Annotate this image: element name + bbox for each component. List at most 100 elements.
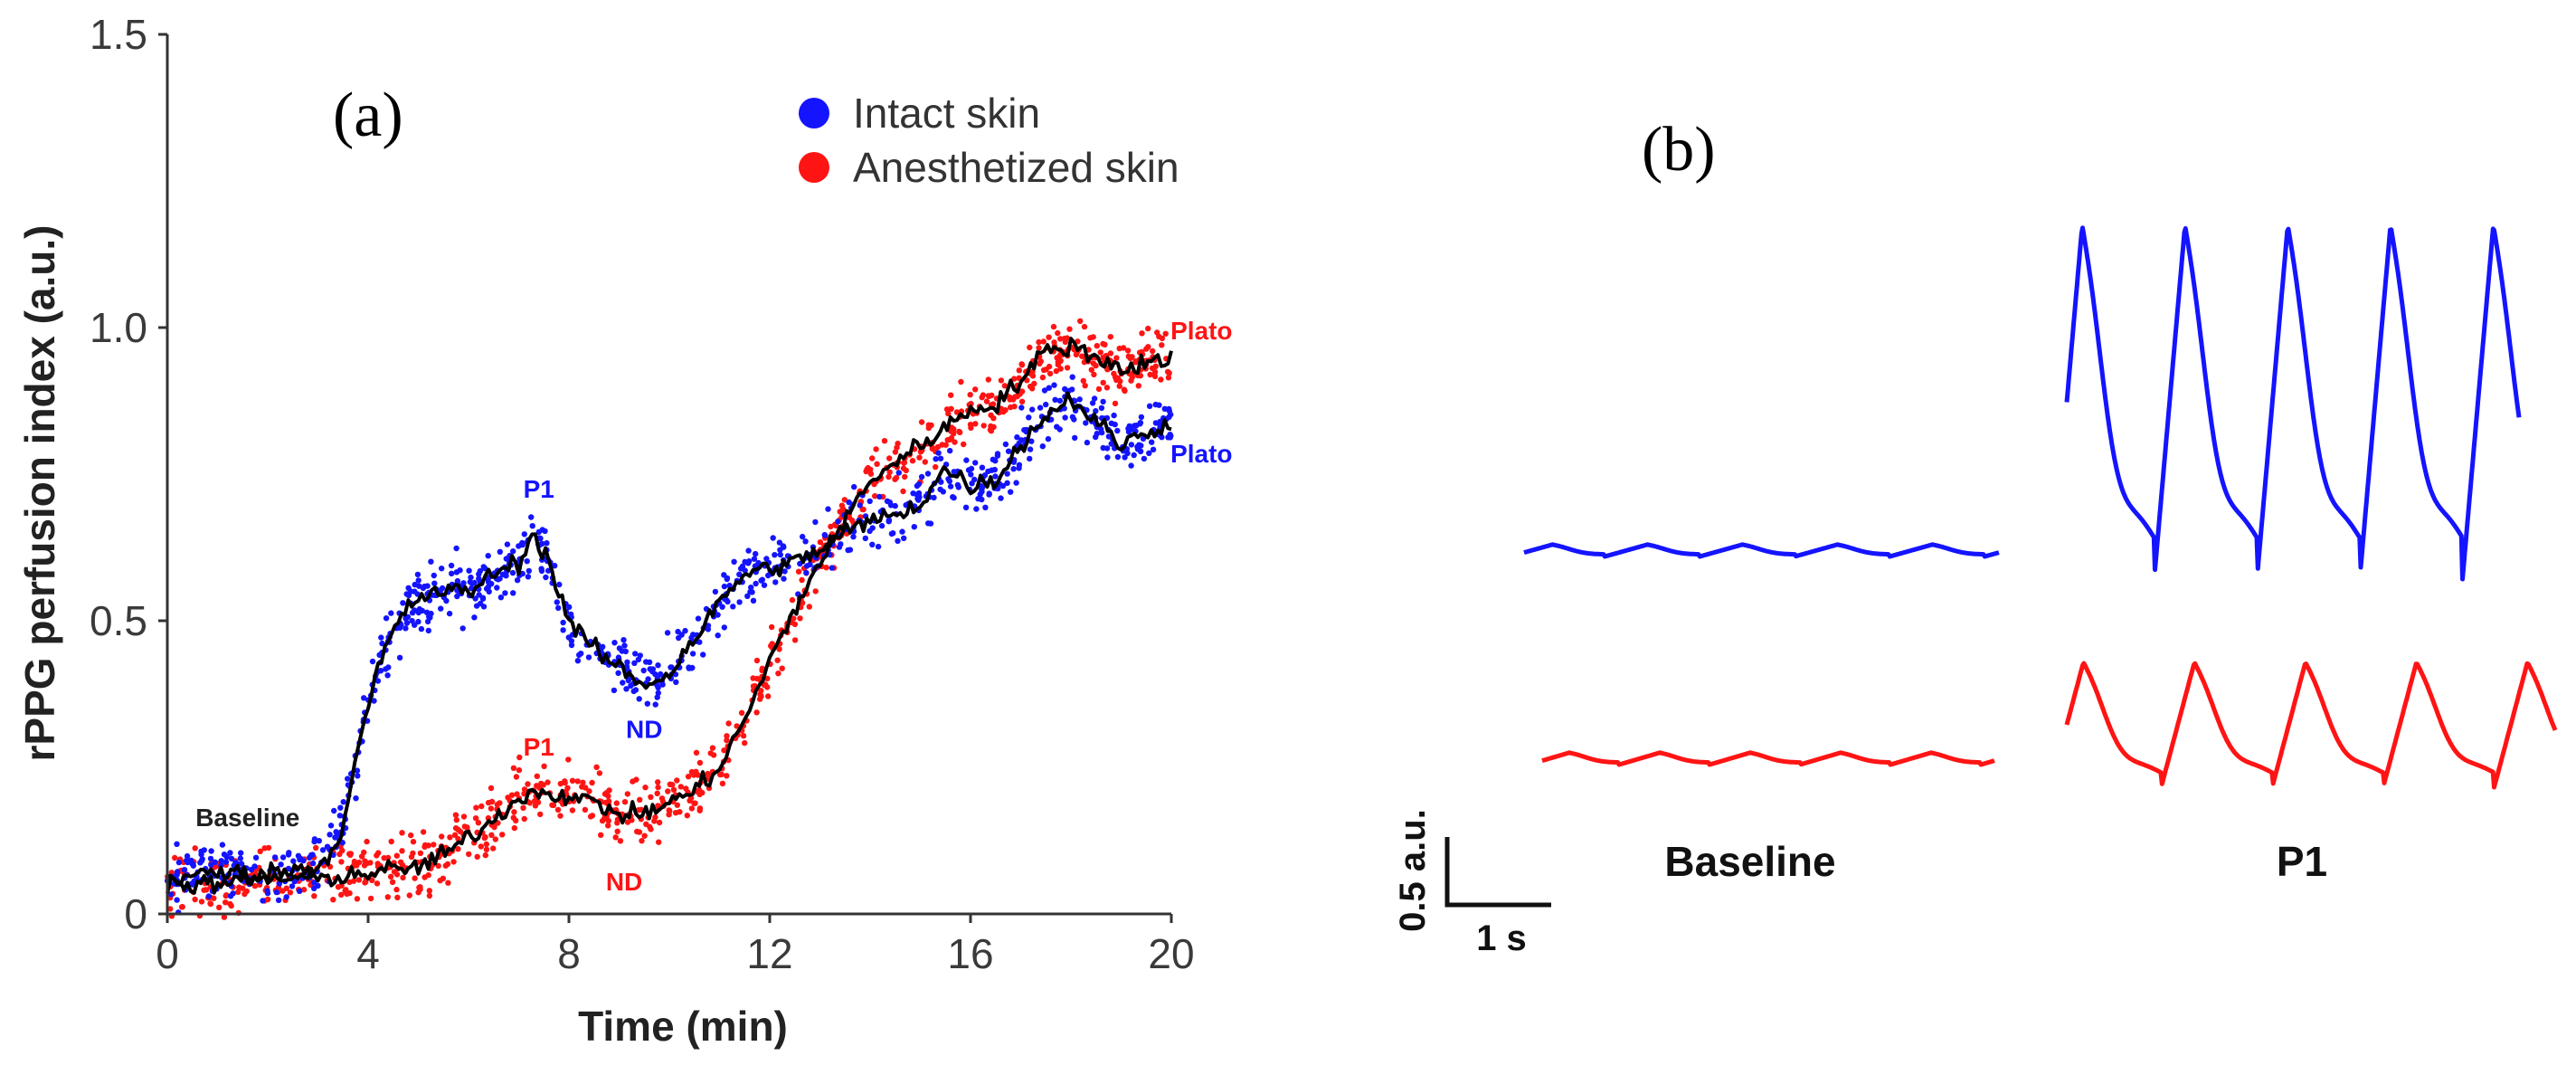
data-point [807, 561, 813, 567]
data-point [632, 687, 639, 693]
data-point [476, 571, 482, 577]
data-point [931, 494, 937, 501]
data-point [998, 495, 1004, 501]
data-point [1002, 441, 1009, 448]
data-point [719, 604, 725, 610]
data-point [669, 782, 676, 788]
data-point [635, 656, 642, 662]
data-point [369, 877, 375, 884]
data-point [560, 627, 566, 633]
data-point [1111, 412, 1117, 419]
data-point [557, 780, 564, 787]
data-point [423, 609, 431, 615]
data-point [167, 906, 174, 912]
data-point [946, 478, 953, 484]
data-point [664, 630, 671, 636]
data-point [490, 845, 497, 851]
data-point [911, 524, 917, 530]
data-point [1027, 455, 1033, 462]
data-point [414, 571, 421, 578]
data-point [569, 777, 576, 784]
panel-a: 0 4 8 12 16 20 0 0.5 1.0 1.5 Time (min) rPPG perf… [16, 11, 1233, 1050]
data-point [534, 773, 540, 779]
data-point [631, 660, 638, 666]
panel-b: (b) 0.5 a.u. 1 s Baseline P1 [1393, 115, 2558, 958]
x-tick-label: 8 [557, 930, 581, 977]
data-point [1004, 480, 1010, 486]
data-point [446, 610, 453, 617]
data-point [473, 804, 479, 811]
data-point [812, 588, 819, 595]
data-point [1137, 448, 1144, 454]
data-point [223, 899, 229, 906]
data-point [521, 791, 527, 797]
trend-line-anesthetized [166, 337, 1173, 895]
data-point [311, 880, 317, 886]
panel-label-a: (a) [333, 81, 403, 150]
data-point [723, 596, 730, 604]
data-point [982, 504, 989, 510]
x-tick-label: 16 [947, 930, 993, 977]
trace-baseline-anesthetized [1540, 750, 1996, 767]
data-point [616, 645, 623, 652]
data-point [1161, 405, 1169, 412]
data-point [431, 580, 438, 586]
data-point [781, 576, 787, 582]
data-point [721, 583, 728, 590]
data-point [927, 520, 934, 527]
data-point [1167, 434, 1174, 441]
data-point [1138, 414, 1145, 421]
data-point [789, 596, 796, 604]
data-point [1055, 329, 1061, 337]
data-point [201, 887, 207, 893]
data-point [951, 494, 957, 501]
data-point [420, 829, 427, 835]
data-point [497, 800, 503, 806]
data-point [777, 547, 783, 553]
data-point [1108, 441, 1114, 447]
scale-bar-lines [1444, 837, 1551, 908]
data-point [400, 874, 406, 881]
annotation-label: Plato [1170, 440, 1232, 468]
data-point [770, 535, 776, 541]
data-point [725, 720, 732, 727]
data-point [466, 851, 472, 858]
data-point [624, 791, 630, 797]
data-point [742, 567, 748, 574]
data-point [223, 892, 230, 899]
data-point [614, 828, 620, 834]
data-point [1057, 357, 1064, 364]
data-point [1053, 367, 1060, 375]
data-point [865, 464, 871, 471]
data-point [297, 888, 303, 894]
data-point [1091, 371, 1097, 378]
data-point [909, 458, 916, 464]
data-point [383, 615, 390, 622]
data-point [184, 857, 190, 864]
data-point [457, 828, 464, 835]
data-point [346, 889, 353, 897]
data-point [990, 415, 997, 422]
data-point [612, 834, 619, 841]
data-point [1138, 442, 1144, 449]
data-point [1103, 385, 1111, 391]
data-point [823, 565, 829, 571]
data-point [460, 813, 468, 820]
data-point [795, 568, 802, 575]
data-point [447, 834, 453, 841]
data-point [1052, 396, 1058, 403]
data-point [1094, 343, 1101, 349]
data-point [1135, 383, 1142, 389]
data-point [313, 844, 319, 851]
data-point [721, 572, 727, 578]
data-point [895, 470, 902, 476]
data-point [179, 904, 185, 910]
data-point [1128, 377, 1134, 384]
data-point [417, 850, 424, 857]
data-point [639, 838, 645, 844]
data-point [872, 493, 878, 499]
data-point [1122, 387, 1128, 395]
data-point [1016, 367, 1023, 374]
data-point [716, 771, 724, 778]
data-point [895, 538, 901, 544]
